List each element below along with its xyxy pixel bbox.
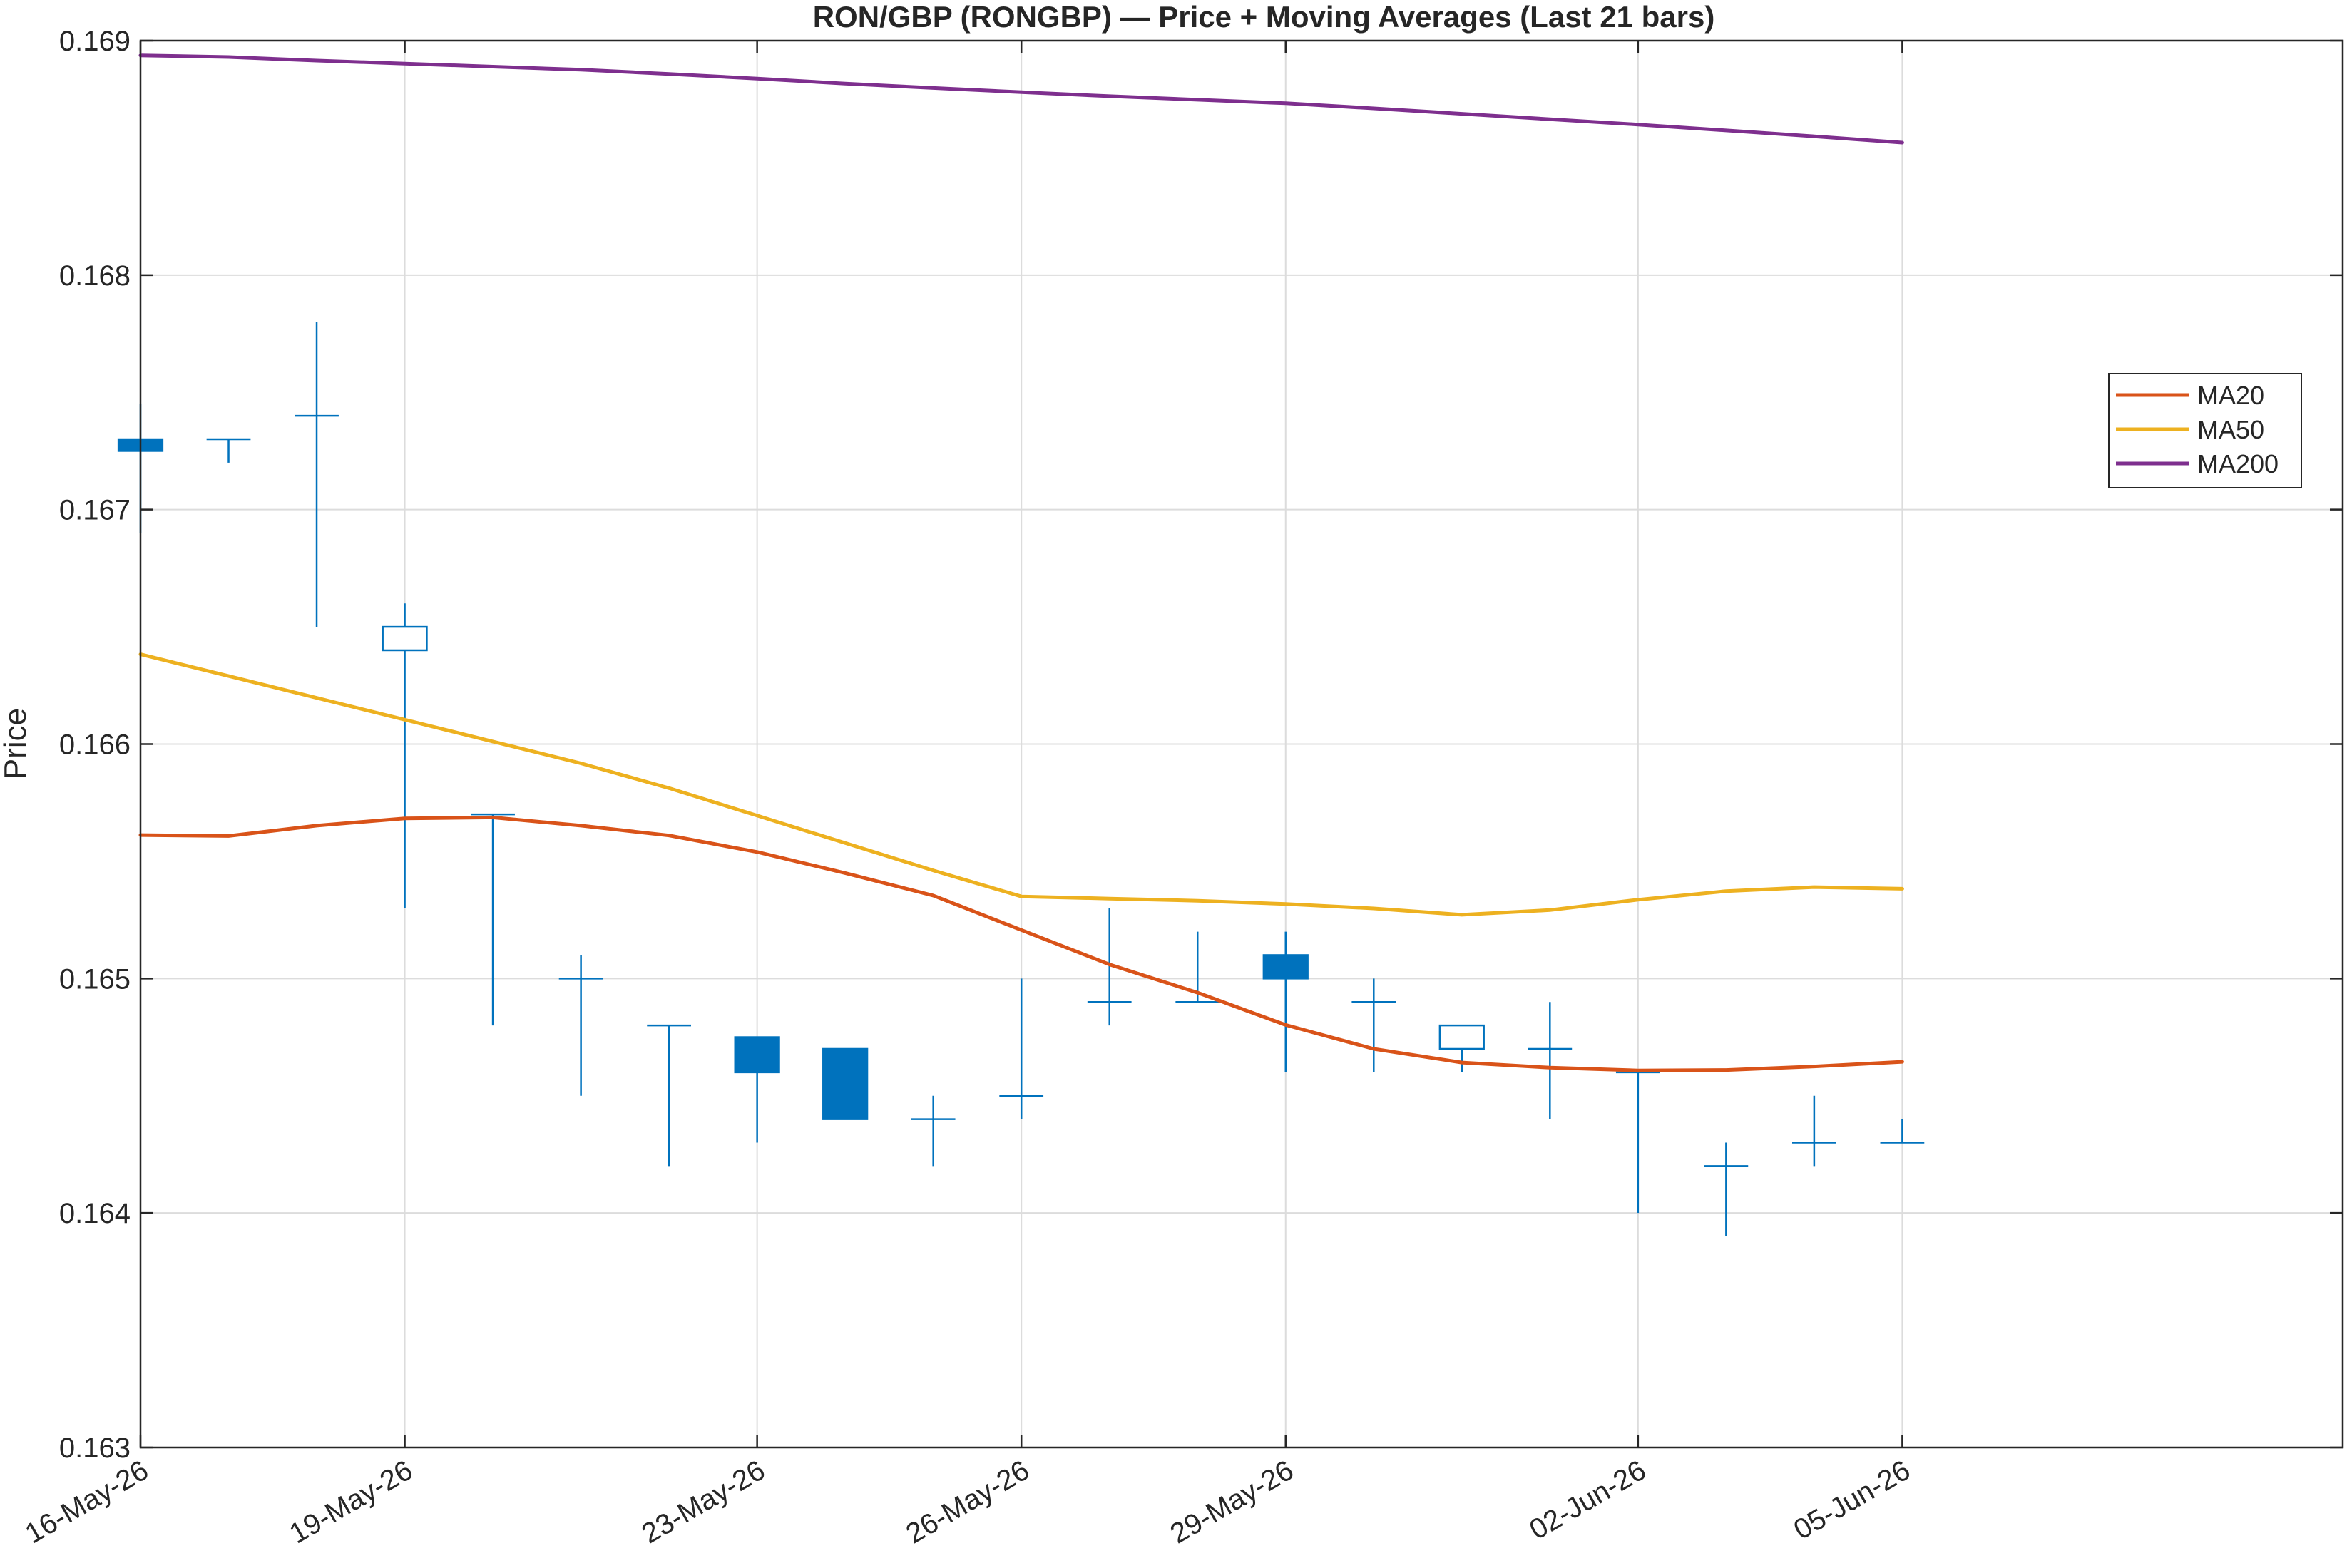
candle — [295, 322, 339, 627]
candle — [471, 813, 515, 1026]
ma-line-ma200 — [138, 53, 1904, 145]
candle — [1792, 1095, 1836, 1167]
candle-body — [382, 625, 428, 652]
candle — [1175, 931, 1220, 1003]
y-tick-label: 0.164 — [59, 1198, 131, 1229]
candle — [734, 1036, 780, 1143]
ma-line-ma20 — [138, 815, 1904, 1072]
candle-body — [734, 1036, 780, 1074]
ma-line-ma50 — [138, 652, 1904, 917]
candle-body — [822, 1047, 869, 1120]
legend-label: MA50 — [2197, 415, 2264, 444]
candle — [382, 603, 428, 908]
y-axis-label: Price — [0, 708, 33, 779]
candle — [1615, 1071, 1660, 1214]
candle — [647, 1024, 691, 1167]
y-tick-label: 0.165 — [59, 963, 131, 995]
candle — [206, 438, 251, 463]
candle-body — [1262, 954, 1309, 980]
candle — [1880, 1119, 1925, 1144]
candle-body — [1438, 1024, 1485, 1050]
candle — [1262, 931, 1309, 1072]
candle-layer — [117, 322, 1925, 1237]
y-tick-label: 0.169 — [59, 26, 131, 57]
legend: MA20 MA50 MA200 — [2108, 373, 2302, 488]
y-tick-label: 0.167 — [59, 495, 131, 526]
candle — [999, 978, 1044, 1119]
candle — [1351, 978, 1396, 1072]
candle — [822, 1047, 869, 1120]
candle — [558, 955, 603, 1096]
chart-title: RON/GBP (RONGBP) — Price + Moving Averag… — [813, 0, 1715, 34]
candle — [1704, 1142, 1749, 1237]
candle — [1438, 1024, 1485, 1072]
y-tick-label: 0.166 — [59, 729, 131, 761]
candle — [1087, 908, 1132, 1026]
y-tick-label: 0.163 — [59, 1433, 131, 1464]
moving-average-layer — [138, 53, 1904, 1072]
legend-label: MA20 — [2197, 381, 2264, 410]
axes-layer — [139, 39, 2344, 1449]
candle — [1528, 1002, 1573, 1119]
y-tick-label: 0.168 — [59, 260, 131, 292]
candle — [911, 1095, 956, 1167]
legend-label: MA200 — [2197, 449, 2279, 478]
